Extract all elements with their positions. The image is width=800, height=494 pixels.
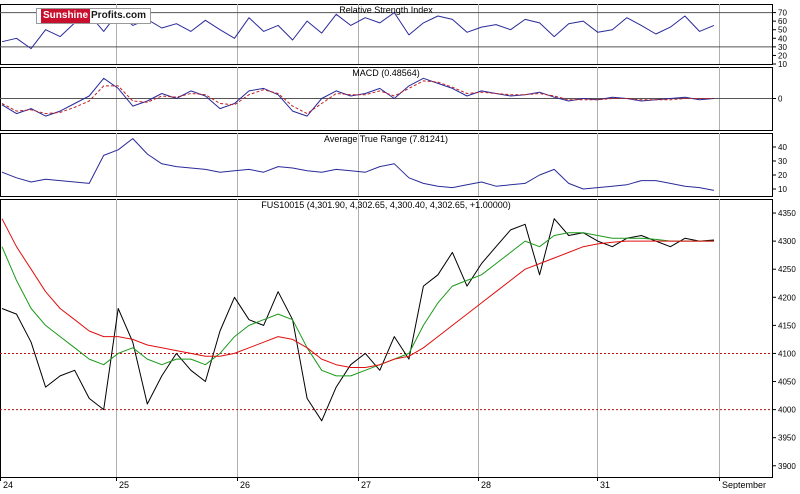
macd-y-tick-label: 0 (778, 95, 783, 104)
price-y-tick-label: 3900 (778, 462, 796, 471)
macd-series-2 (1, 80, 714, 115)
price-series-2 (1, 232, 714, 377)
rsi-y-tick-label: 60 (778, 17, 787, 26)
price-series-1 (1, 218, 715, 422)
price-y-tick-label: 4250 (778, 265, 796, 274)
price-series-3 (1, 218, 714, 368)
atr-y-tick-label: 20 (778, 171, 787, 180)
rsi-title: Relative Strength Index (339, 5, 433, 15)
price-panel: 3900 3950 4000 4050 4100 4150 4200 4250 4300 4350… (0, 199, 796, 478)
price-title: FUS10015 (4,301.90, 4,302.65, 4,300.40, … (261, 200, 510, 210)
rsi-y-tick-label: 20 (778, 51, 787, 60)
rsi-y-tick-label: 30 (778, 43, 787, 52)
macd-panel: 0 MACD (0.48564) (0, 67, 783, 131)
rsi-y-tick-label: 10 (778, 60, 787, 69)
price-y-tick-label: 4150 (778, 321, 796, 330)
price-y-tick-label: 3950 (778, 434, 796, 443)
x-tick-label: September (722, 480, 766, 489)
atr-panel: 10 20 30 40 Average True Range (7.81241) (0, 133, 787, 197)
brand-logo-part1: Sunshine (41, 9, 91, 23)
x-tick-label: 31 (600, 480, 610, 489)
rsi-y-tick-label: 70 (778, 9, 787, 18)
rsi-y-tick-label: 40 (778, 34, 787, 43)
price-y-tick-label: 4300 (778, 237, 796, 246)
atr-title: Average True Range (7.81241) (324, 134, 448, 144)
x-tick-label: 28 (481, 480, 491, 489)
price-y-tick-label: 4100 (778, 349, 796, 358)
atr-series-1 (1, 138, 715, 191)
atr-y-tick-label: 40 (778, 143, 787, 152)
x-tick-label: 24 (3, 480, 13, 489)
brand-logo-part2: Profits.com (91, 10, 147, 21)
x-tick-label: 25 (119, 480, 129, 489)
rsi-y-tick-label: 50 (778, 26, 787, 35)
x-tick-label: 26 (240, 480, 250, 489)
x-tick-label: 27 (361, 480, 371, 489)
atr-y-tick-label: 30 (778, 157, 787, 166)
price-y-tick-label: 4350 (778, 209, 796, 218)
brand-logo: Sunshine Profits.com (36, 8, 152, 24)
price-y-tick-label: 4200 (778, 293, 796, 302)
price-y-tick-label: 4050 (778, 378, 796, 387)
x-axis: 24 25 26 27 28 31 September (0, 477, 766, 490)
atr-y-tick-label: 10 (778, 185, 787, 194)
macd-title: MACD (0.48564) (352, 68, 420, 78)
price-y-tick-label: 4000 (778, 406, 796, 415)
